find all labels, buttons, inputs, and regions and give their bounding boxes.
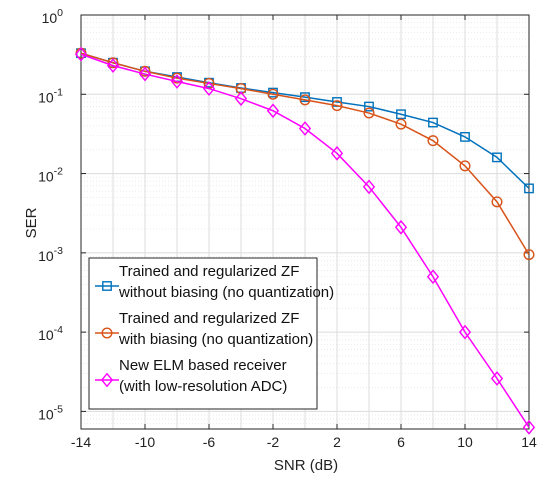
data-point — [490, 371, 504, 386]
x-tick-label: 6 — [397, 434, 405, 450]
data-point — [460, 132, 470, 142]
y-tick-label: 10-3 — [38, 245, 63, 264]
legend-label: with biasing (no quantization) — [118, 331, 313, 348]
data-point — [363, 107, 375, 119]
data-point — [139, 65, 151, 77]
data-point — [362, 179, 376, 195]
x-tick-label: 2 — [333, 434, 341, 450]
data-point — [395, 118, 407, 130]
y-tick-label: 10-2 — [38, 166, 63, 185]
data-point — [330, 145, 344, 161]
axes — [80, 14, 530, 430]
data-point — [426, 269, 440, 285]
legend-label: without biasing (no quantization) — [118, 284, 334, 301]
data-point — [107, 57, 119, 69]
data-point — [299, 94, 311, 106]
legend-marker — [101, 327, 113, 339]
series-line — [80, 53, 530, 428]
data-point — [106, 58, 120, 74]
x-tick-label: -10 — [135, 434, 155, 450]
data-point — [492, 152, 502, 163]
legend-label: Trained and regularized ZF — [119, 263, 299, 280]
data-point — [298, 121, 312, 136]
tick-labels: -14 -10 -6 -2 2 6 10 14 100 10-1 10-2 10-3 10-4 10-5 — [38, 7, 537, 450]
series-3 — [74, 46, 536, 435]
data-point — [74, 46, 88, 62]
data-point — [364, 101, 374, 112]
legend-marker — [100, 372, 114, 388]
data-point — [202, 81, 216, 96]
legend: Trained and regularized ZF without biasin… — [88, 257, 334, 410]
x-tick-label: 14 — [521, 434, 537, 450]
data-point — [522, 419, 536, 435]
data-point — [267, 88, 279, 100]
x-tick-label: -14 — [71, 434, 91, 450]
data-point — [394, 219, 408, 235]
y-tick-label: 10-5 — [38, 403, 63, 422]
y-axis-title: SER — [23, 207, 40, 238]
x-axis-title: SNR (dB) — [274, 457, 338, 474]
legend-entry-3: New ELM based receiver (with low-resoluti… — [95, 357, 287, 395]
legend-label: New ELM based receiver — [119, 357, 287, 374]
data-point — [170, 74, 184, 89]
data-point — [331, 100, 343, 112]
series-2 — [75, 47, 535, 261]
y-tick-label: 10-4 — [38, 324, 63, 343]
plot-frame — [80, 14, 530, 430]
data-point — [171, 72, 183, 84]
x-tick-label: 10 — [457, 434, 473, 450]
data-point — [491, 196, 503, 208]
data-point — [428, 117, 438, 128]
x-tick-label: -2 — [267, 434, 280, 450]
legend-label: (with low-resolution ADC) — [119, 378, 287, 395]
data-point — [459, 160, 471, 172]
data-point — [427, 135, 439, 147]
legend-marker — [102, 281, 112, 291]
data-point — [234, 91, 248, 107]
series-group — [74, 46, 536, 435]
data-point — [138, 66, 152, 82]
data-point — [266, 103, 280, 119]
series-line — [80, 52, 530, 256]
legend-label: Trained and regularized ZF — [119, 310, 299, 327]
data-point — [458, 324, 472, 340]
data-point — [524, 183, 534, 194]
y-tick-label: 10-1 — [38, 86, 63, 105]
legend-entry-2: Trained and regularized ZF with biasing (… — [95, 310, 313, 348]
y-tick-label: 100 — [42, 7, 64, 26]
legend-box — [88, 257, 318, 410]
legend-entry-1: Trained and regularized ZF without biasin… — [95, 263, 334, 301]
data-point — [523, 249, 535, 261]
data-point — [396, 109, 406, 120]
x-tick-label: -6 — [203, 434, 216, 450]
